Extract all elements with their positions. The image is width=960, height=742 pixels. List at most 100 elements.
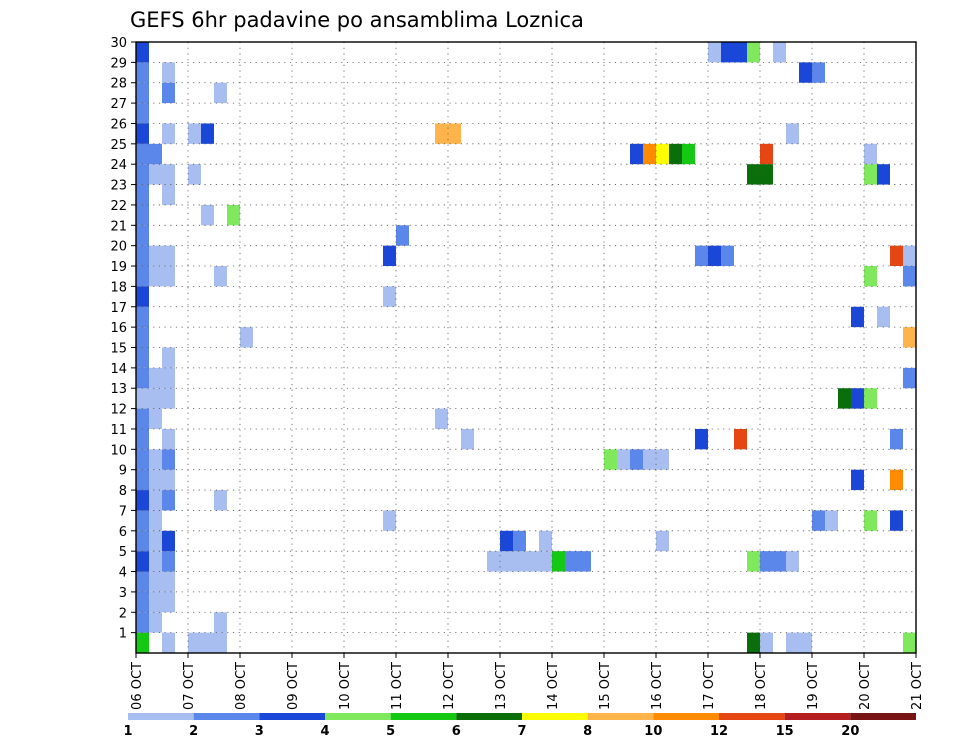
heatmap-cell xyxy=(136,571,149,592)
y-tick-label: 2 xyxy=(119,606,127,621)
heatmap-cell xyxy=(149,530,162,552)
colorbar-label: 12 xyxy=(710,724,728,739)
y-tick-label: 14 xyxy=(110,362,127,377)
heatmap-cell xyxy=(747,551,760,572)
heatmap-cell xyxy=(136,408,149,429)
heatmap-cell xyxy=(747,632,760,653)
colorbar-segment xyxy=(522,713,588,720)
heatmap-cell xyxy=(500,551,513,572)
y-tick-label: 11 xyxy=(110,423,127,438)
heatmap-cell xyxy=(149,551,162,572)
heatmap-cell xyxy=(500,530,513,552)
x-tick-label: 20 OCT xyxy=(858,662,873,710)
heatmap-cell xyxy=(721,42,734,63)
heatmap-cell xyxy=(773,42,786,63)
heatmap-cell xyxy=(812,510,825,531)
x-tick-label: 16 OCT xyxy=(650,662,665,710)
heatmap-cell xyxy=(136,612,149,633)
colorbar-label: 20 xyxy=(841,724,859,739)
heatmap-cell xyxy=(799,62,812,83)
y-tick-label: 3 xyxy=(119,586,127,601)
x-tick-label: 15 OCT xyxy=(598,662,613,710)
colorbar-label: 15 xyxy=(776,724,794,739)
heatmap-cell xyxy=(734,42,747,63)
y-tick-label: 6 xyxy=(119,525,127,540)
heatmap-cell xyxy=(682,143,695,165)
heatmap-cell xyxy=(435,123,448,144)
heatmap-cell xyxy=(760,164,773,185)
heatmap-cell xyxy=(747,42,760,63)
heatmap-cell xyxy=(149,388,162,409)
heatmap-cell xyxy=(214,632,227,653)
heatmap-cell xyxy=(786,632,799,653)
x-tick-label: 13 OCT xyxy=(494,662,509,710)
x-tick-label: 11 OCT xyxy=(390,662,405,710)
colorbar-label: 2 xyxy=(189,724,198,739)
heatmap-cell xyxy=(162,184,175,205)
heatmap-cell xyxy=(162,551,175,572)
colorbar-segment xyxy=(325,713,391,720)
heatmap-cell xyxy=(149,510,162,531)
heatmap-cell xyxy=(149,571,162,592)
heatmap-cell xyxy=(149,143,162,165)
heatmap-cell xyxy=(565,551,578,572)
heatmap-cell xyxy=(773,551,786,572)
heatmap-cell xyxy=(630,143,643,165)
heatmap-cell xyxy=(383,286,396,307)
heatmap-cell xyxy=(786,123,799,144)
heatmap-cell xyxy=(188,632,201,653)
heatmap-cell xyxy=(643,143,656,165)
heatmap-cell xyxy=(695,245,708,267)
heatmap-cell xyxy=(201,632,214,653)
heatmap-cell xyxy=(136,551,149,572)
colorbar-label: 3 xyxy=(255,724,264,739)
heatmap-cell xyxy=(136,327,149,348)
colorbar-label: 7 xyxy=(517,724,526,739)
heatmap-cell xyxy=(461,428,474,450)
colorbar-label: 1 xyxy=(123,724,132,739)
heatmap-cell xyxy=(162,164,175,185)
heatmap-cell xyxy=(136,266,149,287)
heatmap-cell xyxy=(617,449,630,470)
heatmap-cell xyxy=(136,245,149,267)
colorbar-segment xyxy=(587,713,654,720)
heatmap-cell xyxy=(383,510,396,531)
heatmap-cell xyxy=(149,164,162,185)
heatmap-cell xyxy=(162,449,175,470)
heatmap-cell xyxy=(136,306,149,328)
heatmap-cell xyxy=(838,388,851,409)
heatmap-cell xyxy=(136,449,149,470)
y-tick-label: 24 xyxy=(110,158,127,173)
y-tick-label: 29 xyxy=(110,56,127,71)
heatmap-cell xyxy=(136,510,149,531)
heatmap-cell xyxy=(890,428,903,450)
y-tick-label: 27 xyxy=(110,97,127,112)
heatmap-cell xyxy=(136,286,149,307)
heatmap-cell xyxy=(812,62,825,83)
heatmap-cell xyxy=(747,164,760,185)
colorbar-segment xyxy=(719,713,785,720)
x-tick-label: 09 OCT xyxy=(286,662,301,710)
heatmap-cell xyxy=(136,42,149,63)
heatmap-cell xyxy=(864,164,877,185)
heatmap-cell xyxy=(201,123,214,144)
heatmap-cell xyxy=(539,530,552,552)
y-tick-label: 9 xyxy=(119,464,127,479)
heatmap-cell xyxy=(435,408,448,429)
heatmap-cell xyxy=(136,204,149,226)
heatmap-cell xyxy=(487,551,500,572)
heatmap-cell xyxy=(539,551,552,572)
x-tick-label: 18 OCT xyxy=(754,662,769,710)
heatmap-cell xyxy=(864,510,877,531)
heatmap-cell xyxy=(149,449,162,470)
y-tick-label: 8 xyxy=(119,484,127,499)
heatmap-cell xyxy=(136,123,149,144)
heatmap-cell xyxy=(188,123,201,144)
y-tick-label: 1 xyxy=(119,627,127,642)
heatmap-cell xyxy=(162,571,175,592)
x-tick-label: 06 OCT xyxy=(130,662,145,710)
heatmap-cell xyxy=(864,143,877,165)
heatmap-cell xyxy=(851,388,864,409)
heatmap-cell xyxy=(851,306,864,328)
colorbar-segment xyxy=(456,713,522,720)
